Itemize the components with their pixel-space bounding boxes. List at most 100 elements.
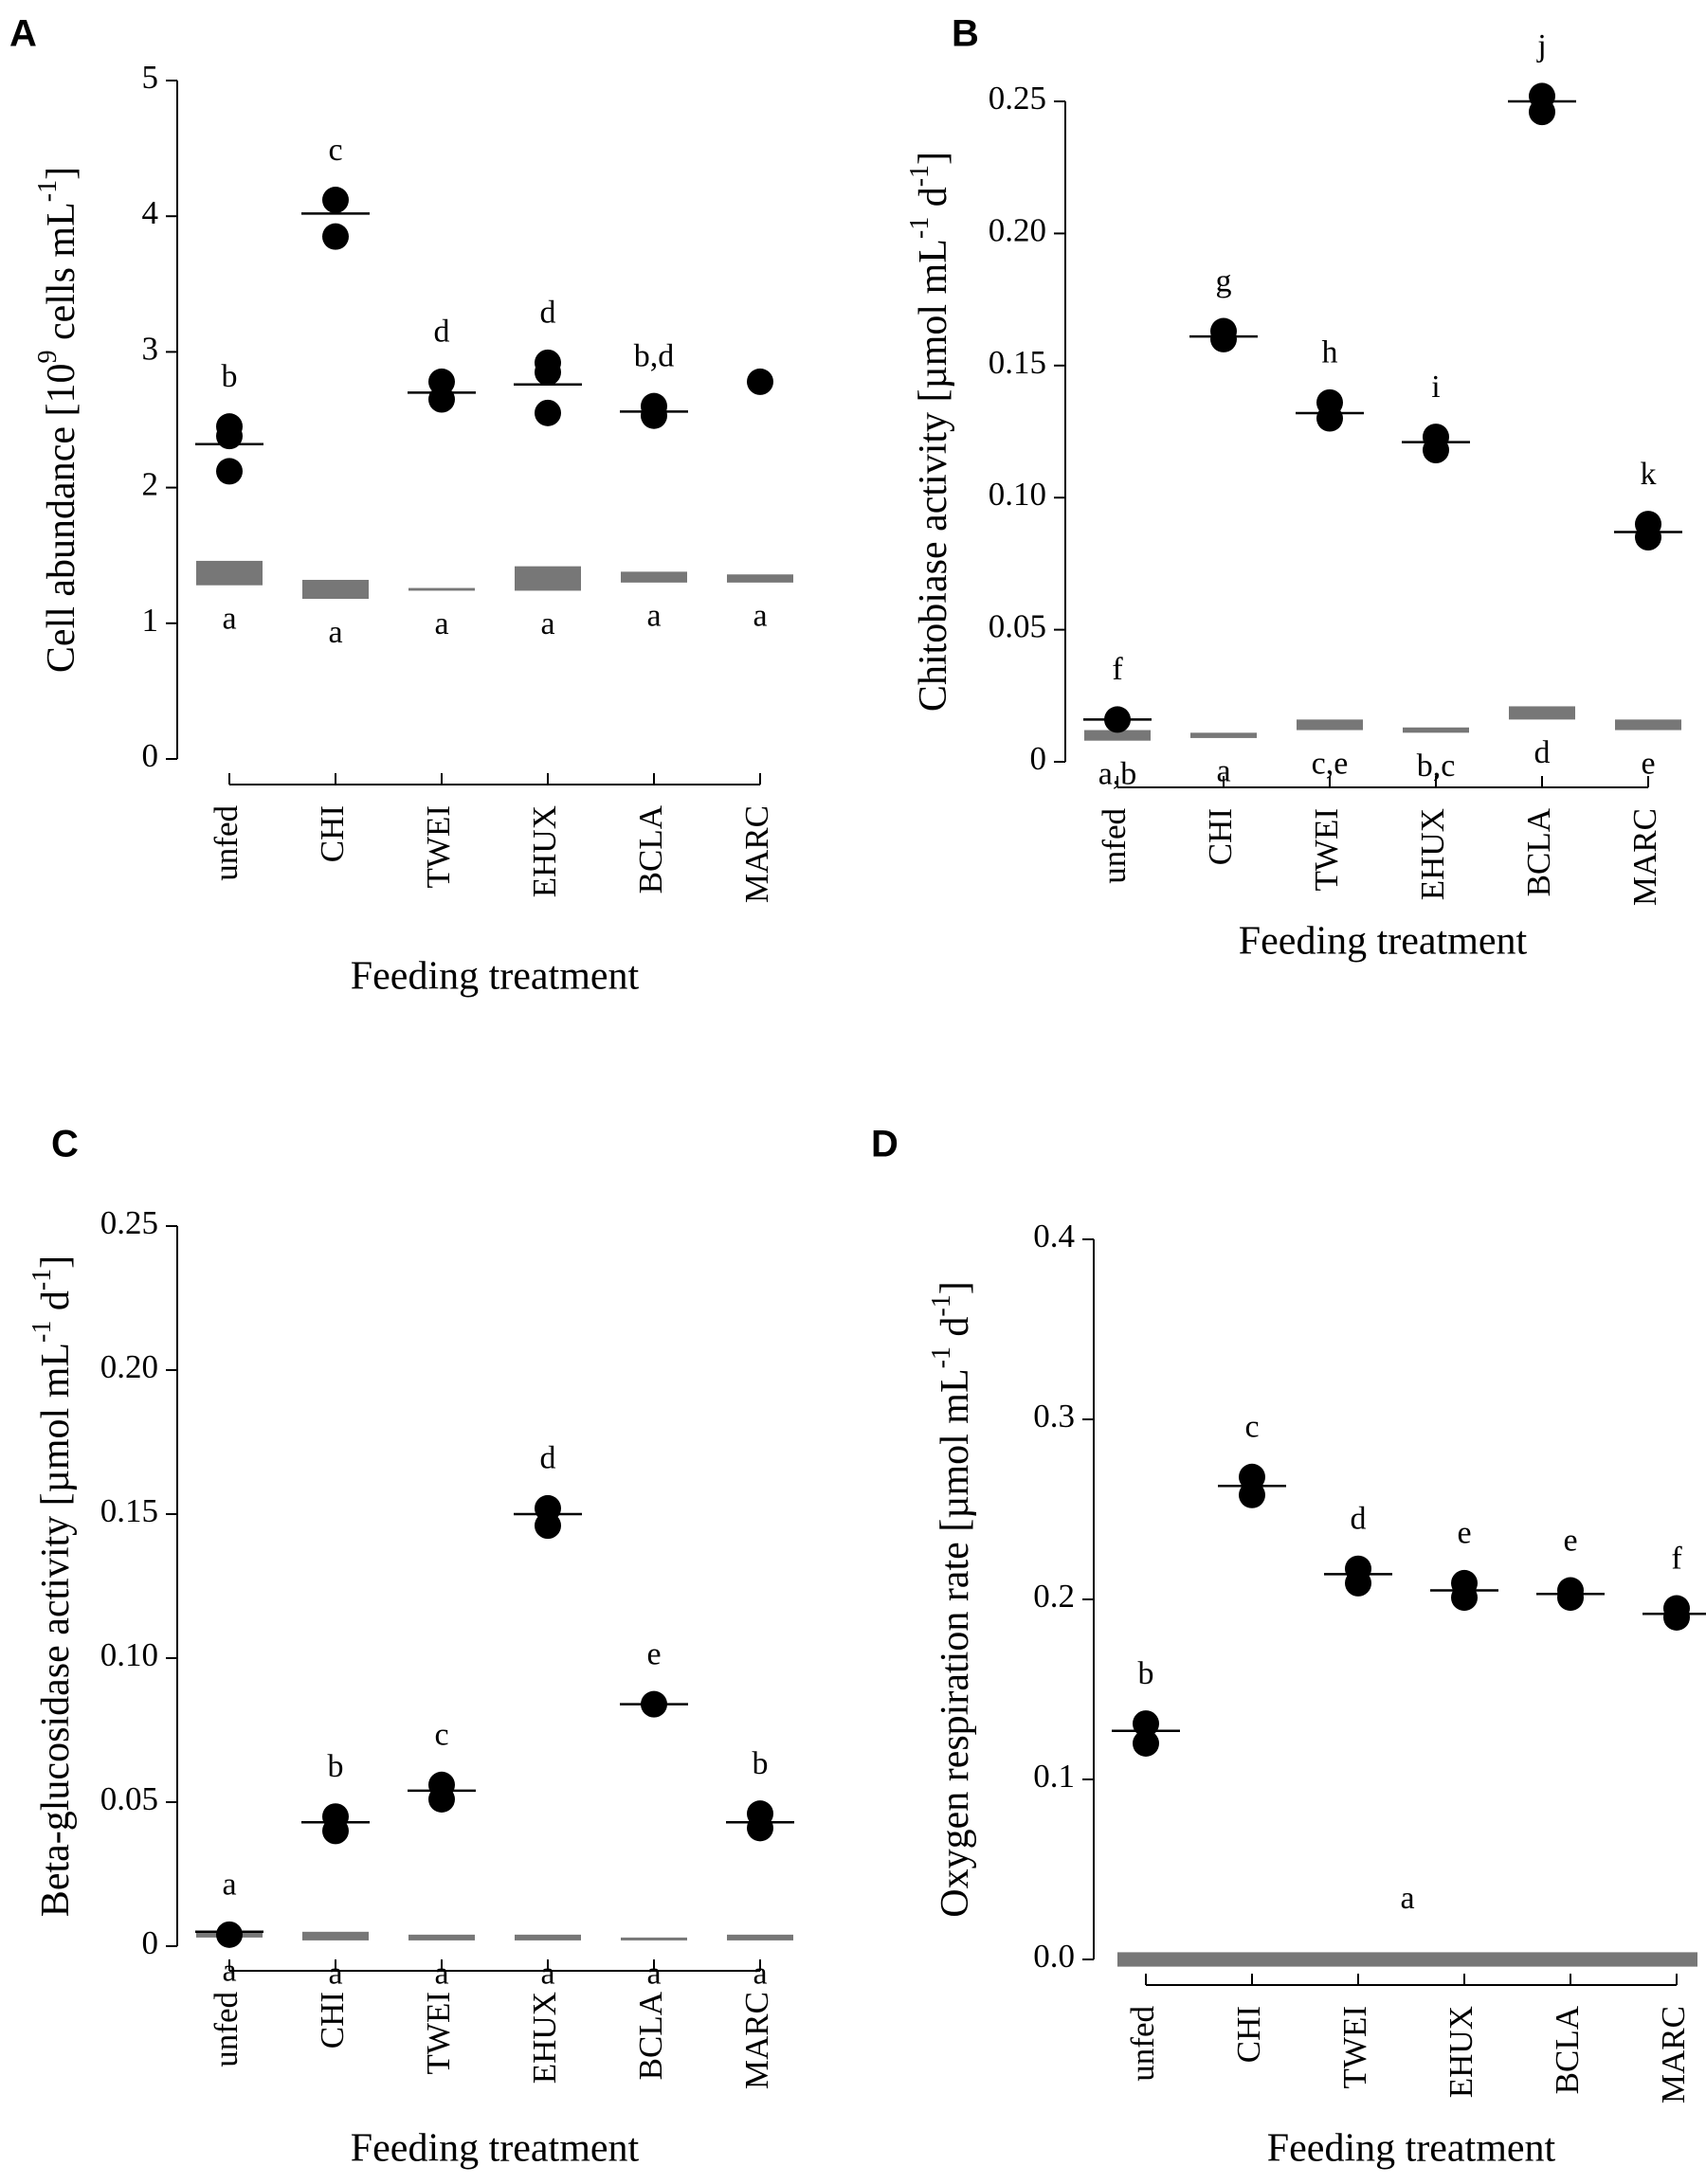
fed-point [535, 399, 561, 426]
y-tick-label: 0.10 [100, 1636, 158, 1673]
x-tick-label: BCLA [632, 804, 669, 893]
y-axis-label-part: d [34, 1291, 78, 1321]
x-tick-label: EHUX [526, 805, 563, 897]
x-tick-label: MARC [1626, 808, 1663, 906]
fed-point [535, 1512, 561, 1540]
control-range [727, 1934, 793, 1940]
x-tick-label: BCLA [1549, 2005, 1586, 2094]
x-tick-label: TWEI [1336, 2006, 1373, 2088]
y-axis-label-part: Cell abundance [10 [40, 364, 83, 674]
control-letter: a [222, 602, 236, 637]
fed-letter: f [1671, 1541, 1682, 1576]
y-axis-label-part: ] [934, 1281, 977, 1294]
y-tick-label: 0.1 [1033, 1758, 1075, 1795]
y-tick-label: 0.05 [989, 608, 1046, 645]
control-letter: a [328, 1957, 342, 1992]
control-range [515, 1934, 581, 1940]
control-range [408, 1934, 475, 1940]
control-range [1615, 719, 1681, 731]
y-tick-label: 5 [142, 59, 159, 96]
fed-point [322, 187, 349, 214]
x-tick-label: MARC [1655, 2006, 1692, 2103]
fed-point [1663, 1604, 1690, 1631]
control-range [1403, 727, 1469, 733]
fed-letter: b,d [634, 338, 675, 373]
x-axis-label: Feeding treatment [1239, 920, 1528, 964]
x-tick-label: BCLA [1520, 807, 1557, 896]
fed-letter: b [222, 359, 238, 394]
y-tick-label: 0.10 [989, 476, 1046, 513]
x-tick-label: MARC [738, 1992, 775, 2089]
y-axis-label-part: Oxygen respiration rate [µmol mL [934, 1368, 977, 1917]
y-tick-label: 0 [142, 1924, 159, 1961]
x-tick-label: CHI [1230, 2006, 1267, 2063]
control-letter: a,b [1098, 756, 1137, 791]
panel-label: C [51, 1124, 79, 1165]
y-tick-label: 0.05 [100, 1780, 158, 1817]
fed-letter: i [1431, 370, 1440, 405]
fed-letter: c [1244, 1410, 1259, 1445]
y-tick-label: 0.15 [100, 1492, 158, 1529]
y-axis-label-part: Chitobiase activity [µmol mL [912, 239, 955, 712]
fed-letter: h [1322, 335, 1338, 370]
y-axis-label-part: Beta-glucosidase activity [µmol mL [34, 1343, 78, 1917]
control-letter: a [434, 1957, 448, 1992]
y-axis-label-part: 9 [33, 351, 63, 364]
panel-label: D [871, 1124, 898, 1165]
control-range [1117, 1952, 1697, 1967]
x-tick-label: unfed [1124, 2006, 1161, 2082]
y-axis-label: Oxygen respiration rate [µmol mL-1 d-1] [927, 1281, 977, 1918]
fed-letter: c [328, 133, 342, 168]
y-axis-label-part: d [934, 1317, 977, 1347]
x-tick-label: unfed [1096, 808, 1133, 884]
control-letter: d [1534, 735, 1551, 770]
fed-point [1133, 1730, 1159, 1757]
y-tick-label: 0.25 [989, 80, 1046, 117]
fed-letter: f [1112, 652, 1123, 687]
control-letter: a [434, 606, 448, 641]
control-letter: a [1216, 754, 1230, 789]
control-range [1509, 706, 1575, 720]
fed-point [428, 1785, 455, 1813]
fed-point [1210, 325, 1237, 352]
fed-point [1451, 1584, 1478, 1612]
control-letter: a [646, 599, 661, 634]
fed-letter: d [540, 296, 556, 331]
x-tick-label: CHI [1202, 808, 1239, 865]
fed-letter: k [1641, 457, 1657, 492]
control-letter: a [1400, 1881, 1414, 1916]
y-axis-label-part: cells mL [40, 202, 83, 350]
y-tick-label: 0.15 [989, 344, 1046, 381]
fed-letter: d [434, 315, 450, 350]
fed-letter: j [1536, 28, 1546, 63]
fed-point [322, 223, 349, 250]
control-letter: a [753, 599, 767, 634]
control-letter: c,e [1312, 746, 1349, 781]
fed-letter: a [222, 1868, 236, 1903]
x-tick-label: unfed [208, 805, 245, 881]
control-range [621, 571, 687, 583]
fed-point [1316, 405, 1343, 432]
control-letter: a [222, 1954, 236, 1989]
y-axis-label-part: -1 [927, 1294, 956, 1316]
fed-point [216, 458, 243, 485]
control-letter: a [753, 1957, 767, 1992]
control-letter: b,c [1417, 749, 1456, 784]
control-range [727, 574, 793, 583]
fed-point [1635, 524, 1661, 551]
x-axis-label: Feeding treatment [351, 955, 640, 999]
fed-point [1345, 1569, 1371, 1597]
y-axis-label-part: -1 [905, 217, 935, 239]
y-tick-label: 4 [142, 194, 159, 231]
fed-letter: e [1563, 1523, 1577, 1558]
y-tick-label: 0.3 [1033, 1398, 1075, 1435]
y-tick-label: 0.20 [989, 211, 1046, 248]
fed-letter: d [1351, 1501, 1367, 1536]
x-tick-label: EHUX [526, 1992, 563, 2084]
control-letter: a [646, 1957, 661, 1992]
x-tick-label: TWEI [1308, 808, 1345, 891]
fed-point [322, 1817, 349, 1845]
panel-label: B [952, 13, 979, 55]
